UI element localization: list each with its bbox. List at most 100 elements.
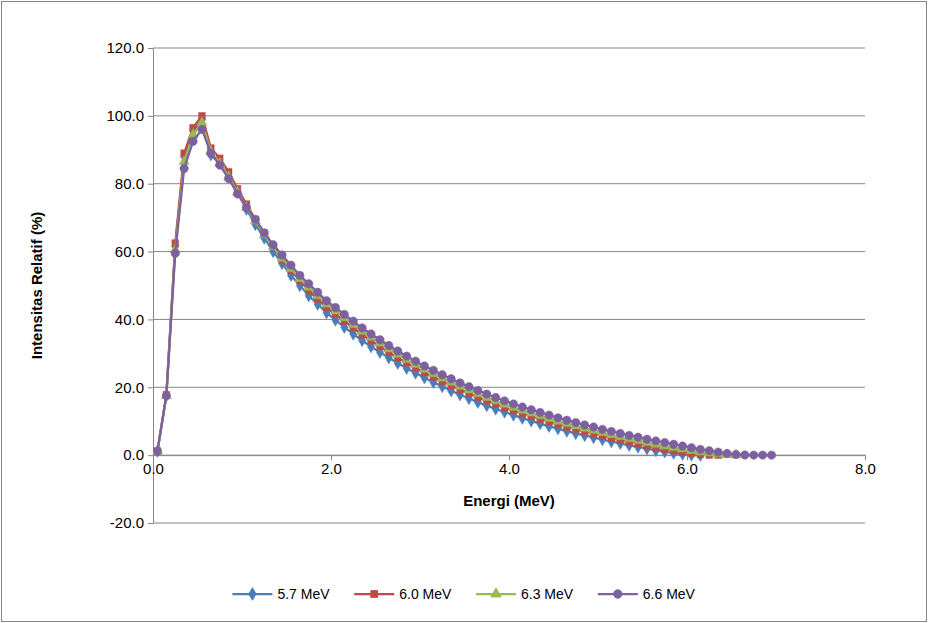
series-marker: [420, 362, 428, 370]
series-marker: [261, 230, 268, 237]
series-marker: [661, 438, 669, 446]
y-tick-mark: [148, 116, 153, 117]
y-tick: 100.0: [106, 107, 153, 124]
grid-line: [153, 387, 865, 388]
x-tick: 4.0: [499, 455, 520, 477]
series-marker: [713, 448, 723, 457]
y-tick: 120.0: [106, 39, 153, 56]
series-marker: [758, 451, 766, 459]
y-tick: 40.0: [115, 311, 153, 328]
legend-item: 6.3 MeV: [476, 586, 574, 602]
series-marker: [224, 174, 232, 182]
series-marker: [447, 375, 455, 383]
series-marker: [154, 445, 161, 457]
series-marker: [207, 149, 214, 161]
legend-item: 6.0 MeV: [354, 586, 452, 602]
series-marker: [483, 390, 491, 398]
x-axis: 0.0 2.0 4.0 6.0 8.0: [143, 455, 876, 477]
series-marker: [554, 414, 562, 422]
series-marker: [197, 117, 207, 126]
series-marker: [305, 280, 313, 288]
series-line: [157, 116, 718, 455]
series-marker: [313, 288, 321, 296]
y-tick-label: 60.0: [115, 243, 144, 260]
series-marker: [198, 125, 206, 133]
series-marker: [189, 137, 197, 145]
y-tick-mark: [148, 184, 153, 185]
y-tick-label: 120.0: [106, 39, 144, 56]
y-tick-mark: [148, 455, 153, 456]
series-marker: [509, 400, 517, 408]
y-axis: -20.00.020.040.060.080.0100.0120.0: [106, 39, 153, 531]
series-marker: [589, 423, 597, 431]
series-marker: [465, 382, 473, 390]
legend-label: 6.3 MeV: [521, 586, 574, 602]
y-tick-label: 20.0: [115, 379, 144, 396]
legend: 5.7 MeV6.0 MeV6.3 MeV6.6 MeV: [232, 586, 695, 602]
x-tick-label: 6.0: [677, 460, 698, 477]
series-marker: [572, 418, 580, 426]
y-tick: 60.0: [115, 243, 153, 260]
series-marker: [652, 437, 660, 445]
x-tick: 2.0: [321, 455, 342, 477]
x-tick-label: 0.0: [143, 460, 164, 477]
legend-marker: [491, 588, 501, 597]
series-marker: [678, 442, 686, 450]
y-tick: 80.0: [115, 175, 153, 192]
series-marker: [500, 397, 508, 405]
series-marker: [296, 271, 304, 279]
y-axis-line: [148, 49, 154, 524]
legend-marker: [249, 588, 256, 600]
series-marker: [207, 149, 215, 157]
series-marker: [634, 433, 642, 441]
y-tick-mark: [148, 387, 153, 388]
grid-line: [153, 115, 865, 116]
series-marker: [456, 379, 464, 387]
x-tick-label: 2.0: [321, 460, 342, 477]
legend-label: 6.0 MeV: [399, 586, 452, 602]
series-marker: [171, 249, 179, 257]
series-line: [157, 119, 700, 455]
series-marker: [429, 366, 437, 374]
series-marker: [545, 411, 553, 419]
series-marker: [260, 229, 268, 237]
series-marker: [180, 164, 188, 172]
grid-line: [153, 251, 865, 252]
legend-label: 5.7 MeV: [277, 586, 330, 602]
series-marker: [385, 341, 393, 349]
series-marker: [322, 297, 330, 305]
series-marker: [714, 448, 722, 456]
grid-line: [153, 48, 865, 49]
series-marker: [394, 347, 402, 355]
x-tick: 8.0: [855, 455, 876, 477]
series-marker: [349, 317, 357, 325]
series-marker: [162, 392, 170, 400]
y-tick-label: 80.0: [115, 175, 144, 192]
series-line: [157, 129, 771, 455]
series-marker: [216, 161, 224, 169]
series-marker: [269, 241, 277, 249]
series-marker: [705, 447, 713, 455]
series-marker: [250, 215, 260, 224]
chart-border: [2, 2, 927, 622]
series-marker: [340, 310, 348, 318]
series-marker: [598, 425, 606, 433]
y-axis-title: Intensitas Relatif (%): [28, 212, 45, 360]
legend-item: 5.7 MeV: [232, 586, 330, 602]
series-marker: [278, 251, 286, 259]
chart: -20.00.020.040.060.080.0100.0120.00.02.0…: [0, 0, 928, 623]
y-tick-mark: [148, 48, 153, 49]
series-marker: [287, 261, 295, 269]
series-marker: [243, 203, 250, 215]
y-tick-mark: [148, 319, 153, 320]
series-marker: [723, 449, 731, 457]
y-tick-label: 100.0: [106, 107, 144, 124]
x-tick: 6.0: [677, 455, 698, 477]
x-axis-title: Energi (MeV): [463, 492, 555, 509]
series-marker: [438, 371, 446, 379]
series-marker: [580, 421, 588, 429]
series-marker: [527, 405, 535, 413]
series-marker: [242, 203, 250, 211]
series-marker: [536, 408, 544, 416]
series-marker: [154, 448, 161, 455]
